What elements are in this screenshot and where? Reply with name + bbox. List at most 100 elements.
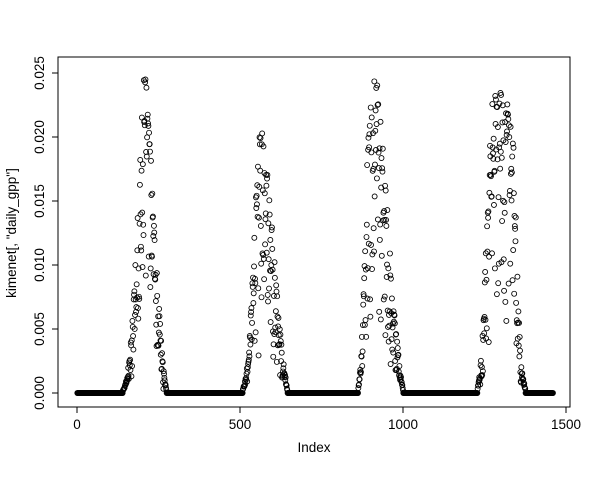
data-point (259, 130, 266, 137)
data-point (506, 122, 512, 129)
data-point (492, 93, 499, 99)
data-point (517, 347, 523, 354)
data-point (390, 349, 397, 356)
data-point (374, 101, 381, 108)
data-point (160, 368, 167, 375)
data-point (493, 291, 500, 298)
x-tick-label: 0 (73, 417, 81, 432)
data-point (157, 351, 164, 358)
data-point (490, 150, 496, 157)
y-axis-label: kimenet[, "daily_gpp"] (4, 168, 19, 298)
x-tick-label: 1000 (388, 417, 418, 432)
data-point (379, 168, 386, 175)
data-point (128, 373, 135, 380)
plot-box (57, 56, 571, 408)
data-point (145, 253, 152, 260)
data-point (513, 299, 520, 306)
data-point (384, 261, 390, 268)
data-point (132, 262, 139, 268)
data-point (488, 173, 494, 180)
data-point (256, 183, 263, 190)
data-point (511, 290, 518, 297)
data-point (377, 118, 384, 125)
data-point (511, 223, 518, 230)
data-point (239, 390, 246, 396)
data-point (387, 361, 394, 367)
data-point (483, 276, 490, 283)
data-point (502, 139, 509, 145)
data-point (366, 131, 373, 138)
data-point (370, 225, 377, 232)
data-point (514, 335, 521, 342)
data-point (520, 376, 527, 383)
x-tick-label: 1500 (551, 417, 581, 432)
data-point (248, 336, 255, 343)
data-point (516, 353, 523, 360)
data-point (372, 161, 378, 168)
data-point (161, 374, 168, 381)
data-point (361, 275, 368, 282)
data-point (372, 127, 379, 134)
data-point (382, 332, 389, 339)
data-point (376, 145, 383, 152)
data-point (264, 175, 270, 182)
data-point (267, 237, 274, 243)
data-point (393, 331, 400, 338)
data-point (134, 247, 141, 254)
data-point (490, 155, 497, 162)
data-point (482, 316, 489, 323)
data-point (272, 308, 279, 315)
data-point (389, 346, 396, 353)
data-point (280, 361, 287, 368)
data-point (262, 241, 269, 248)
data-point (248, 305, 255, 311)
data-point (399, 384, 406, 391)
data-point (382, 187, 389, 194)
data-point (262, 216, 269, 223)
data-point (161, 370, 167, 377)
data-point (510, 144, 517, 151)
data-point (159, 350, 166, 357)
data-point (151, 237, 158, 244)
data-point (474, 390, 481, 396)
data-point (519, 370, 526, 377)
data-point (373, 85, 380, 91)
data-point (129, 363, 136, 369)
data-point (369, 251, 376, 258)
data-point (357, 369, 363, 376)
data-point (378, 155, 385, 161)
data-point (371, 78, 378, 85)
data-point (384, 207, 391, 213)
data-point (139, 161, 146, 168)
x-axis: 0 500 1000 1500 (73, 407, 581, 432)
data-point (381, 217, 388, 223)
data-point (277, 338, 284, 345)
data-point (364, 162, 371, 168)
data-point (259, 187, 266, 194)
data-point (486, 253, 492, 260)
data-point (501, 287, 507, 294)
data-point (149, 190, 156, 197)
data-point (255, 214, 262, 221)
data-point (252, 275, 258, 282)
data-point (400, 387, 406, 393)
data-point (509, 153, 516, 160)
data-point (375, 101, 382, 108)
data-point (394, 345, 401, 352)
data-point (246, 353, 253, 360)
data-point (509, 277, 516, 284)
data-point (152, 271, 159, 278)
data-point (511, 213, 518, 219)
data-point (376, 236, 383, 243)
data-point (250, 300, 257, 306)
data-point (507, 260, 514, 267)
data-point (508, 165, 515, 172)
data-point (380, 296, 387, 303)
data-points (74, 76, 556, 396)
data-point (156, 305, 163, 312)
data-point (371, 193, 378, 200)
data-point (138, 167, 145, 174)
data-point (150, 233, 157, 239)
data-point (363, 221, 370, 228)
data-point (388, 295, 395, 302)
